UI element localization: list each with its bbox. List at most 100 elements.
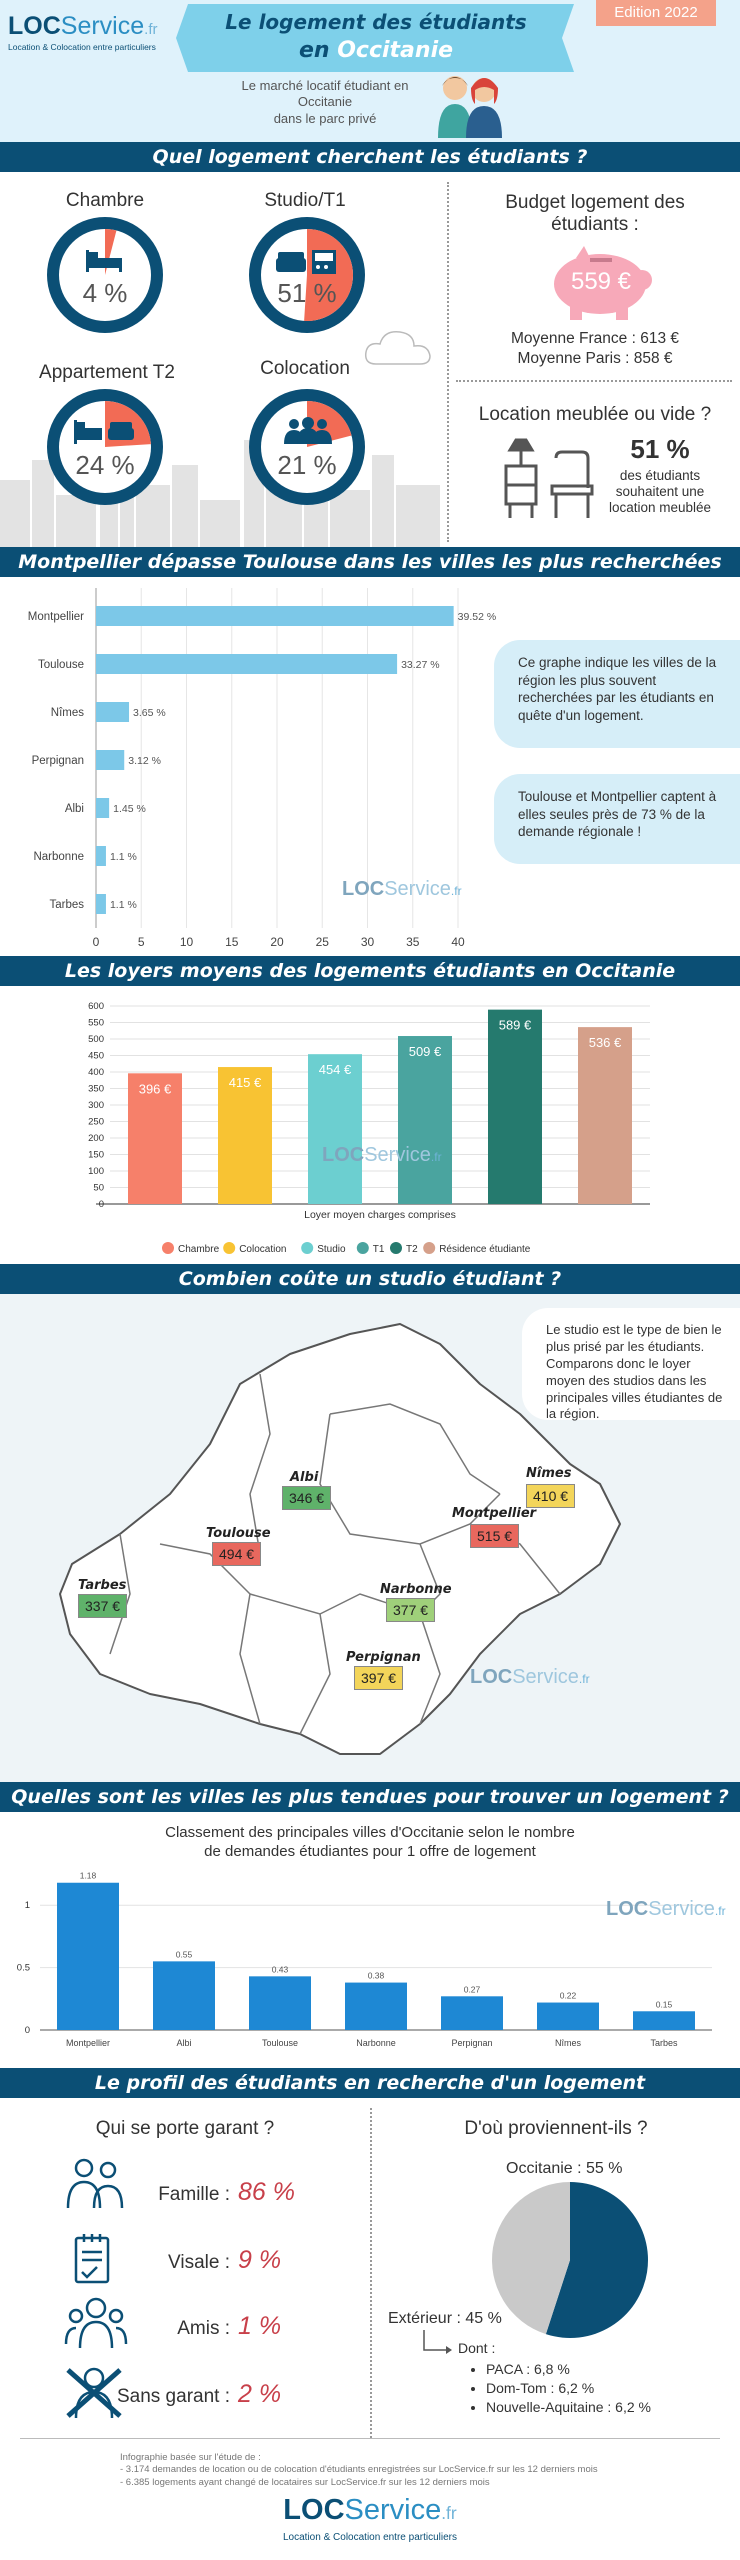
y-tick-label: 250: [88, 1117, 104, 1128]
y-tick-label: Perpignan: [32, 755, 84, 767]
data-label: 0.38: [368, 1971, 385, 1981]
city-search-chart: 0 5 10 15 20 25 30 35 40 Montpellier 39.52 % Toulou…: [28, 588, 497, 949]
y-tick-label: Tarbes: [49, 899, 84, 911]
piggy-bank-icon: [554, 246, 652, 320]
chart-watermark-logo: LOCService.fr: [342, 878, 462, 900]
donut4-chart: [249, 389, 365, 505]
guarantor-value-sans-garant: 2 %: [238, 2380, 282, 2408]
occitanie-map: [59, 1323, 621, 1755]
x-tick-label: 35: [406, 935, 420, 949]
x-tick-label: Narbonne: [356, 2038, 396, 2048]
data-label: 509 €: [409, 1044, 442, 1059]
origin-detail-item: Dom-Tom : 6,2 %: [486, 2379, 651, 2398]
x-tick-label: 15: [225, 935, 239, 949]
origin-pie-chart: [492, 2182, 648, 2338]
info-bubble-2: Toulouse et Montpellier captent à elles …: [494, 774, 740, 864]
rent-chart-watermark-logo: LOCService.fr: [322, 1144, 442, 1166]
data-label: 396 €: [139, 1081, 172, 1096]
friends-icon: [64, 2297, 128, 2349]
city-label-narbonne: Narbonne: [380, 1582, 452, 1597]
students-illustration-icon: [438, 76, 502, 138]
y-tick-label: Narbonne: [33, 851, 84, 863]
legend-marker: [301, 1242, 314, 1254]
legend-label: T2: [406, 1244, 418, 1255]
city-label-toulouse: Toulouse: [206, 1526, 271, 1541]
footer-logo-tagline: Location & Colocation entre particuliers: [283, 2532, 457, 2543]
donut2-label: Studio/T1: [264, 190, 346, 211]
city-label-montpellier: Montpellier: [452, 1506, 537, 1521]
x-tick-label: 20: [270, 935, 284, 949]
y-tick-label: Toulouse: [38, 659, 84, 671]
data-label: 0.15: [656, 1999, 673, 2009]
data-label: 1.1 %: [110, 899, 137, 911]
y-tick-label: 200: [88, 1133, 104, 1144]
pie-slice: [545, 2182, 648, 2338]
y-tick-label: 400: [88, 1067, 104, 1078]
legend-label: T1: [373, 1244, 385, 1255]
guarantor-label-sans-garant: Sans garant :: [116, 2386, 230, 2407]
bar: [218, 1067, 272, 1204]
y-tick-label: 300: [88, 1100, 104, 1111]
y-tick-label: 450: [88, 1051, 104, 1062]
bar: [308, 1054, 362, 1204]
arrow-icon: [423, 2330, 452, 2354]
legend-label: Résidence étudiante: [439, 1244, 531, 1255]
x-tick-label: Perpignan: [451, 2038, 492, 2048]
furnished-title: Location meublée ou vide ?: [478, 404, 712, 425]
info-bubble-1: Ce graphe indique les villes de la régio…: [494, 640, 740, 748]
logo[interactable]: LOCService.fr: [8, 12, 158, 40]
donut3-label: Appartement T2: [39, 362, 175, 383]
city-label-nimes: Nîmes: [526, 1466, 572, 1481]
guarantor-value-amis: 1 %: [238, 2312, 282, 2340]
page-title: Le logement des étudiants en Occitanie: [186, 10, 566, 63]
data-label: 39.52 %: [458, 611, 497, 623]
footer-divider: [20, 2438, 720, 2439]
x-axis-label: Loyer moyen charges comprises: [304, 1209, 456, 1221]
bar: [345, 1982, 407, 2030]
section3-title: Les loyers moyens des logements étudiant…: [0, 956, 740, 986]
header-subtitle: Le marché locatif étudiant en Occitanie …: [241, 78, 409, 126]
footer-logo[interactable]: LOCService.fr: [283, 2494, 457, 2526]
x-tick-label: 40: [451, 935, 465, 949]
footer-source: Infographie basée sur l'étude de : - 3.1…: [120, 2452, 598, 2488]
x-tick-label: 0: [93, 935, 100, 949]
bar: [96, 798, 110, 818]
bar: [153, 1961, 215, 2030]
data-label: 536 €: [589, 1035, 622, 1050]
no-guarantor-icon: [66, 2367, 122, 2419]
city-label-tarbes: Tarbes: [78, 1578, 127, 1593]
legend-label: Colocation: [239, 1244, 286, 1255]
city-price-nimes: 410 €: [526, 1484, 576, 1508]
bed-icon: [86, 250, 122, 272]
map-watermark-logo: LOCService.fr: [470, 1666, 590, 1688]
bar: [96, 894, 106, 914]
origin-label-exterieur: Extérieur : 45 %: [388, 2310, 502, 2327]
title-ribbon: [176, 4, 574, 72]
city-price-tarbes: 337 €: [78, 1594, 128, 1618]
y-tick-label: 500: [88, 1034, 104, 1045]
bar: [633, 2011, 695, 2030]
guarantor-title: Qui se porte garant ?: [95, 2118, 275, 2139]
cloud-icon: [364, 331, 431, 365]
section4-title: Combien coûte un studio étudiant ?: [0, 1264, 740, 1294]
donut4-value: 21 %: [277, 450, 337, 480]
data-label: 3.12 %: [128, 755, 161, 767]
edition-badge: Edition 2022: [596, 0, 716, 26]
data-label: 589 €: [499, 1018, 532, 1033]
y-tick-label: 0: [25, 2025, 30, 2036]
header: LOCService.fr Location & Colocation entr…: [0, 0, 740, 142]
donut2-value: 51 %: [277, 278, 337, 308]
x-tick-label: 30: [361, 935, 375, 949]
legend-marker: [223, 1242, 236, 1254]
origin-label-occitanie: Occitanie : 55 %: [506, 2160, 623, 2177]
studio-icon: [276, 250, 336, 274]
y-tick-label: 1: [25, 1900, 30, 1911]
guarantor-value-visale: 9 %: [238, 2246, 282, 2274]
origin-detail-item: Nouvelle-Aquitaine : 6,2 %: [486, 2398, 651, 2417]
apartment-icon: [74, 420, 134, 444]
y-tick-label: 0.5: [17, 1963, 30, 1974]
section5-title: Quelles sont les villes les plus tendues…: [0, 1782, 740, 1812]
data-label: 1.1 %: [110, 851, 137, 863]
section1-title: Quel logement cherchent les étudiants ?: [0, 142, 740, 172]
donut1-label: Chambre: [65, 190, 145, 211]
